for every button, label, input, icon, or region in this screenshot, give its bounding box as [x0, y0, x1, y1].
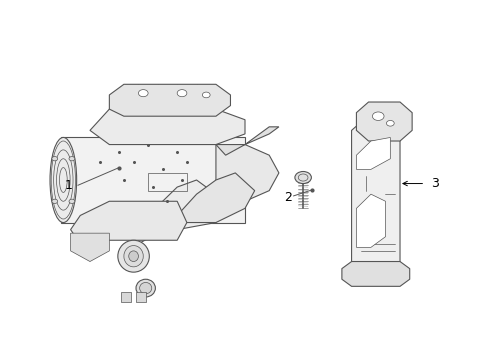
Circle shape — [138, 90, 148, 97]
Polygon shape — [90, 109, 245, 145]
Polygon shape — [177, 173, 255, 222]
Ellipse shape — [136, 279, 155, 297]
Circle shape — [52, 199, 58, 203]
Ellipse shape — [140, 283, 152, 294]
Polygon shape — [109, 84, 230, 116]
Ellipse shape — [118, 240, 149, 272]
Circle shape — [202, 92, 210, 98]
Polygon shape — [129, 180, 225, 244]
Polygon shape — [122, 292, 131, 302]
Circle shape — [372, 112, 384, 121]
Polygon shape — [216, 145, 279, 201]
Text: 2: 2 — [284, 190, 292, 203]
Circle shape — [387, 121, 394, 126]
Polygon shape — [342, 261, 410, 286]
Circle shape — [295, 171, 311, 184]
Polygon shape — [352, 120, 400, 272]
Text: 3: 3 — [432, 177, 440, 190]
Circle shape — [69, 157, 75, 161]
Ellipse shape — [129, 251, 138, 261]
Text: 1: 1 — [64, 179, 72, 192]
Polygon shape — [136, 292, 146, 302]
Ellipse shape — [50, 138, 76, 222]
Circle shape — [52, 157, 58, 161]
Circle shape — [69, 199, 75, 203]
Polygon shape — [216, 127, 279, 155]
Polygon shape — [61, 138, 245, 222]
Polygon shape — [71, 201, 187, 244]
Polygon shape — [356, 194, 386, 247]
Polygon shape — [71, 233, 109, 261]
Circle shape — [177, 90, 187, 97]
Polygon shape — [356, 138, 391, 169]
Ellipse shape — [124, 246, 143, 267]
Polygon shape — [356, 102, 412, 141]
